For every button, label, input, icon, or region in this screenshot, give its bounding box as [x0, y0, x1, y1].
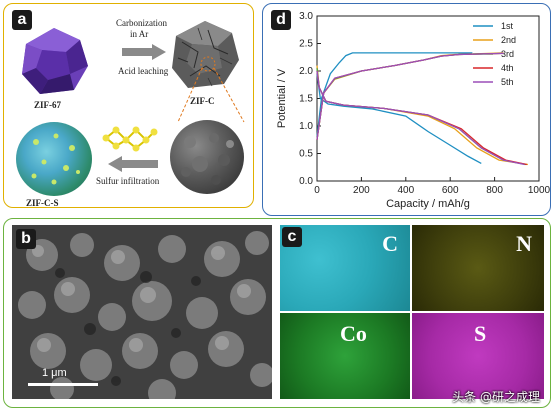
series-3rd-charge-line: [316, 52, 504, 140]
series-2nd-charge-line: [316, 52, 504, 140]
eds-map-co: Co: [280, 313, 410, 399]
y-tick-label: 1.5: [299, 94, 313, 105]
x-tick-label: 400: [397, 185, 414, 196]
y-tick-label: 2.0: [299, 66, 313, 77]
zifc-sem-circle-image: [170, 120, 244, 194]
sulfur-dots: [31, 133, 80, 185]
series-5th-charge-line: [316, 52, 504, 140]
arrow-right-icon: [122, 44, 166, 60]
eds-map-c-label: C: [382, 231, 398, 256]
series-5th-discharge-line: [316, 70, 525, 166]
in-ar-text: in Ar: [130, 29, 149, 39]
acid-leaching-text: Acid leaching: [118, 66, 169, 76]
x-tick-label: 600: [442, 185, 459, 196]
scale-bar-label: 1 μm: [42, 367, 67, 379]
series-4th-discharge-line: [316, 70, 527, 166]
scale-bar: [28, 383, 98, 386]
watermark-text: 头条 @研之成理: [452, 390, 540, 404]
sulfur-molecule-icon: [102, 126, 158, 152]
panel-b-tag: b: [16, 229, 36, 249]
y-tick-label: 3.0: [299, 11, 313, 22]
series-4th-charge-line: [316, 52, 504, 140]
legend-label: 5th: [501, 77, 514, 87]
legend-label: 2nd: [501, 35, 516, 45]
carbonization-text: Carbonization: [116, 18, 167, 28]
eds-map-s: S: [412, 313, 544, 399]
sem-texture-b: [12, 225, 272, 399]
x-tick-label: 200: [353, 185, 370, 196]
x-tick-label: 1000: [528, 185, 551, 196]
x-tick-label: 0: [314, 185, 320, 196]
discharge-charge-chart: 0 200 400 600 800 1000 0.0 0.5 1.0 1.5 2.0 2.5 3.0 Ca…: [276, 11, 551, 210]
panel-bc: b 1 μm C N Co S c: [3, 218, 551, 408]
zifcs-label: ZIF-C-S: [26, 198, 59, 208]
panel-a-tag: a: [12, 10, 32, 30]
panel-a: a ZIF-67 Carbonization in Ar Acid leachi…: [3, 3, 254, 208]
y-tick-label: 1.0: [299, 121, 313, 132]
sulfur-infiltration-text: Sulfur infiltration: [96, 176, 160, 186]
legend-label: 4th: [501, 63, 514, 73]
eds-maps-c: C N Co S c: [280, 225, 544, 399]
y-tick-label: 2.5: [299, 39, 313, 50]
legend-label: 3rd: [501, 49, 514, 59]
series-1st-discharge-line: [316, 73, 482, 164]
legend-label: 1st: [501, 21, 514, 31]
sem-image-b: b 1 μm: [12, 225, 272, 399]
panel-d: d 0 200 400 600 800 1000 0.0 0.5 1.0 1.5 2.0 2.5 3.0…: [262, 3, 551, 216]
panel-c-tag: c: [282, 227, 302, 247]
zif67-label: ZIF-67: [34, 100, 61, 110]
series-1st-charge-line: [316, 52, 473, 138]
zoom-dashed-lines: [177, 56, 245, 123]
eds-map-n: N: [412, 225, 544, 311]
arrow-left-icon: [108, 156, 158, 172]
zif-c-s-composite-image: [16, 122, 92, 196]
eds-map-co-label: Co: [340, 321, 367, 346]
y-tick-label: 0.5: [299, 149, 313, 160]
zifc-label: ZIF-C: [190, 96, 215, 106]
series-3rd-discharge-line: [316, 68, 526, 166]
eds-map-s-label: S: [474, 321, 487, 346]
eds-map-n-label: N: [516, 231, 532, 256]
y-axis-label: Potential / V: [276, 68, 288, 128]
panel-d-tag: d: [271, 10, 291, 30]
x-axis-label: Capacity / mAh/g: [386, 198, 470, 210]
y-tick-label: 0.0: [299, 176, 313, 187]
zifc-crystal-image: [172, 21, 239, 88]
zif67-crystal-image: [22, 28, 88, 94]
x-tick-label: 800: [486, 185, 503, 196]
series-2nd-discharge-line: [316, 65, 528, 166]
sem-texture: [181, 133, 234, 185]
